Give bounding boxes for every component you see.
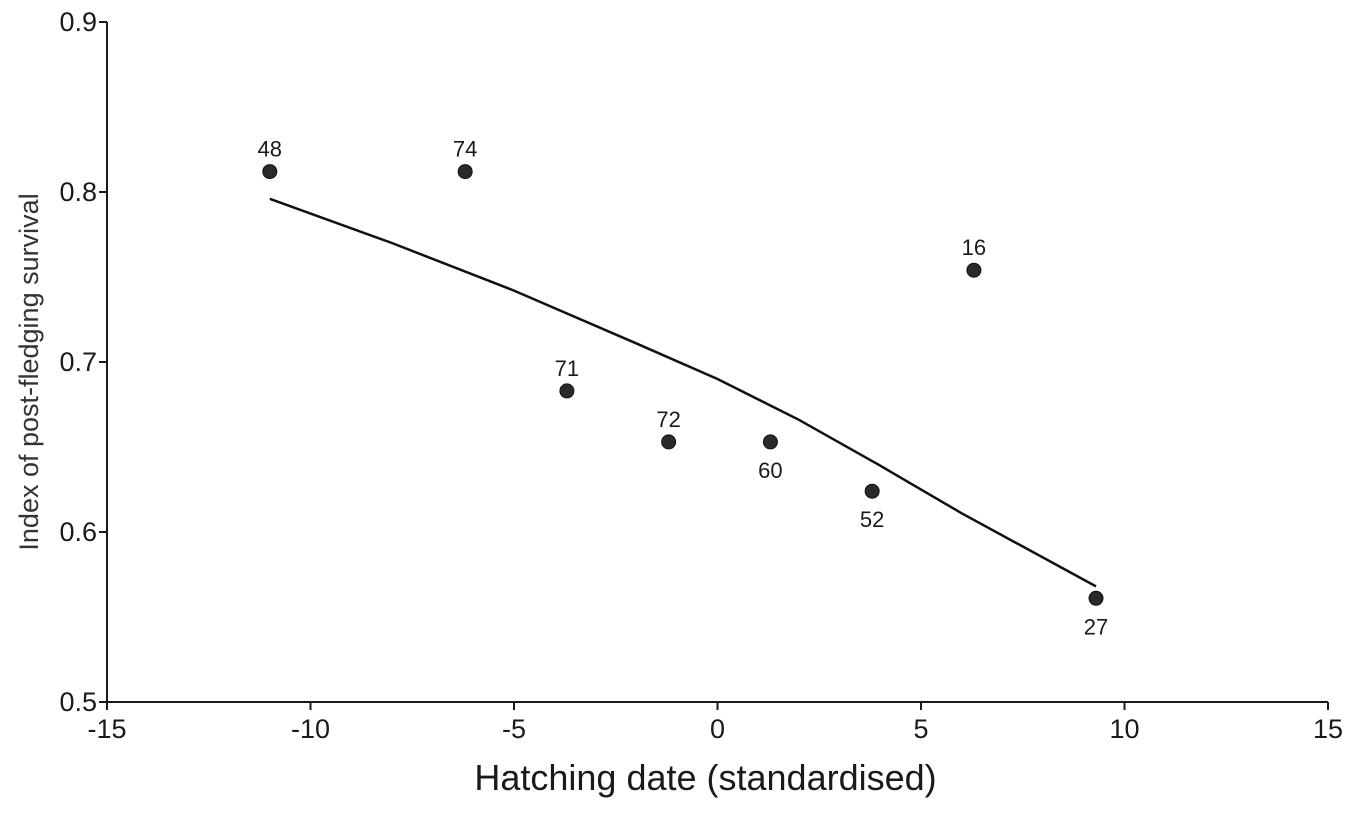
x-tick-label: 5 [913,714,928,744]
x-tick-label: -10 [291,714,330,744]
data-point [762,434,778,450]
y-tick-label: 0.9 [59,7,97,37]
x-tick-label: 15 [1313,714,1343,744]
data-point [559,383,575,399]
y-axis-title: Index of post-fledging survival [14,193,44,550]
point-label: 60 [758,458,782,483]
point-label: 16 [962,235,986,260]
y-tick-label: 0.7 [59,347,97,377]
x-tick-label: 10 [1109,714,1139,744]
data-point [864,483,880,499]
point-label: 52 [860,507,884,532]
y-tick-label: 0.5 [59,687,97,717]
point-label: 72 [656,407,680,432]
point-label: 74 [453,137,477,162]
data-point [457,164,473,180]
data-point [966,262,982,278]
data-point [661,434,677,450]
point-label: 71 [555,356,579,381]
y-tick-label: 0.8 [59,177,97,207]
fit-line [269,197,1097,588]
point-label: 27 [1084,614,1108,639]
axes [106,22,1328,703]
x-tick-label: 0 [710,714,725,744]
x-axis-title: Hatching date (standardised) [474,757,936,798]
data-point [262,164,278,180]
y-ticks: 0.5 0.6 0.7 0.8 0.9 [59,7,107,717]
data-point [1088,590,1104,606]
x-ticks: -15 -10 -5 0 5 10 15 [87,702,1343,744]
point-label: 48 [258,137,282,162]
data-points: 48 74 71 72 60 52 16 27 [258,137,1109,640]
x-tick-label: -5 [502,714,526,744]
x-tick-label: -15 [87,714,126,744]
y-tick-label: 0.6 [59,517,97,547]
